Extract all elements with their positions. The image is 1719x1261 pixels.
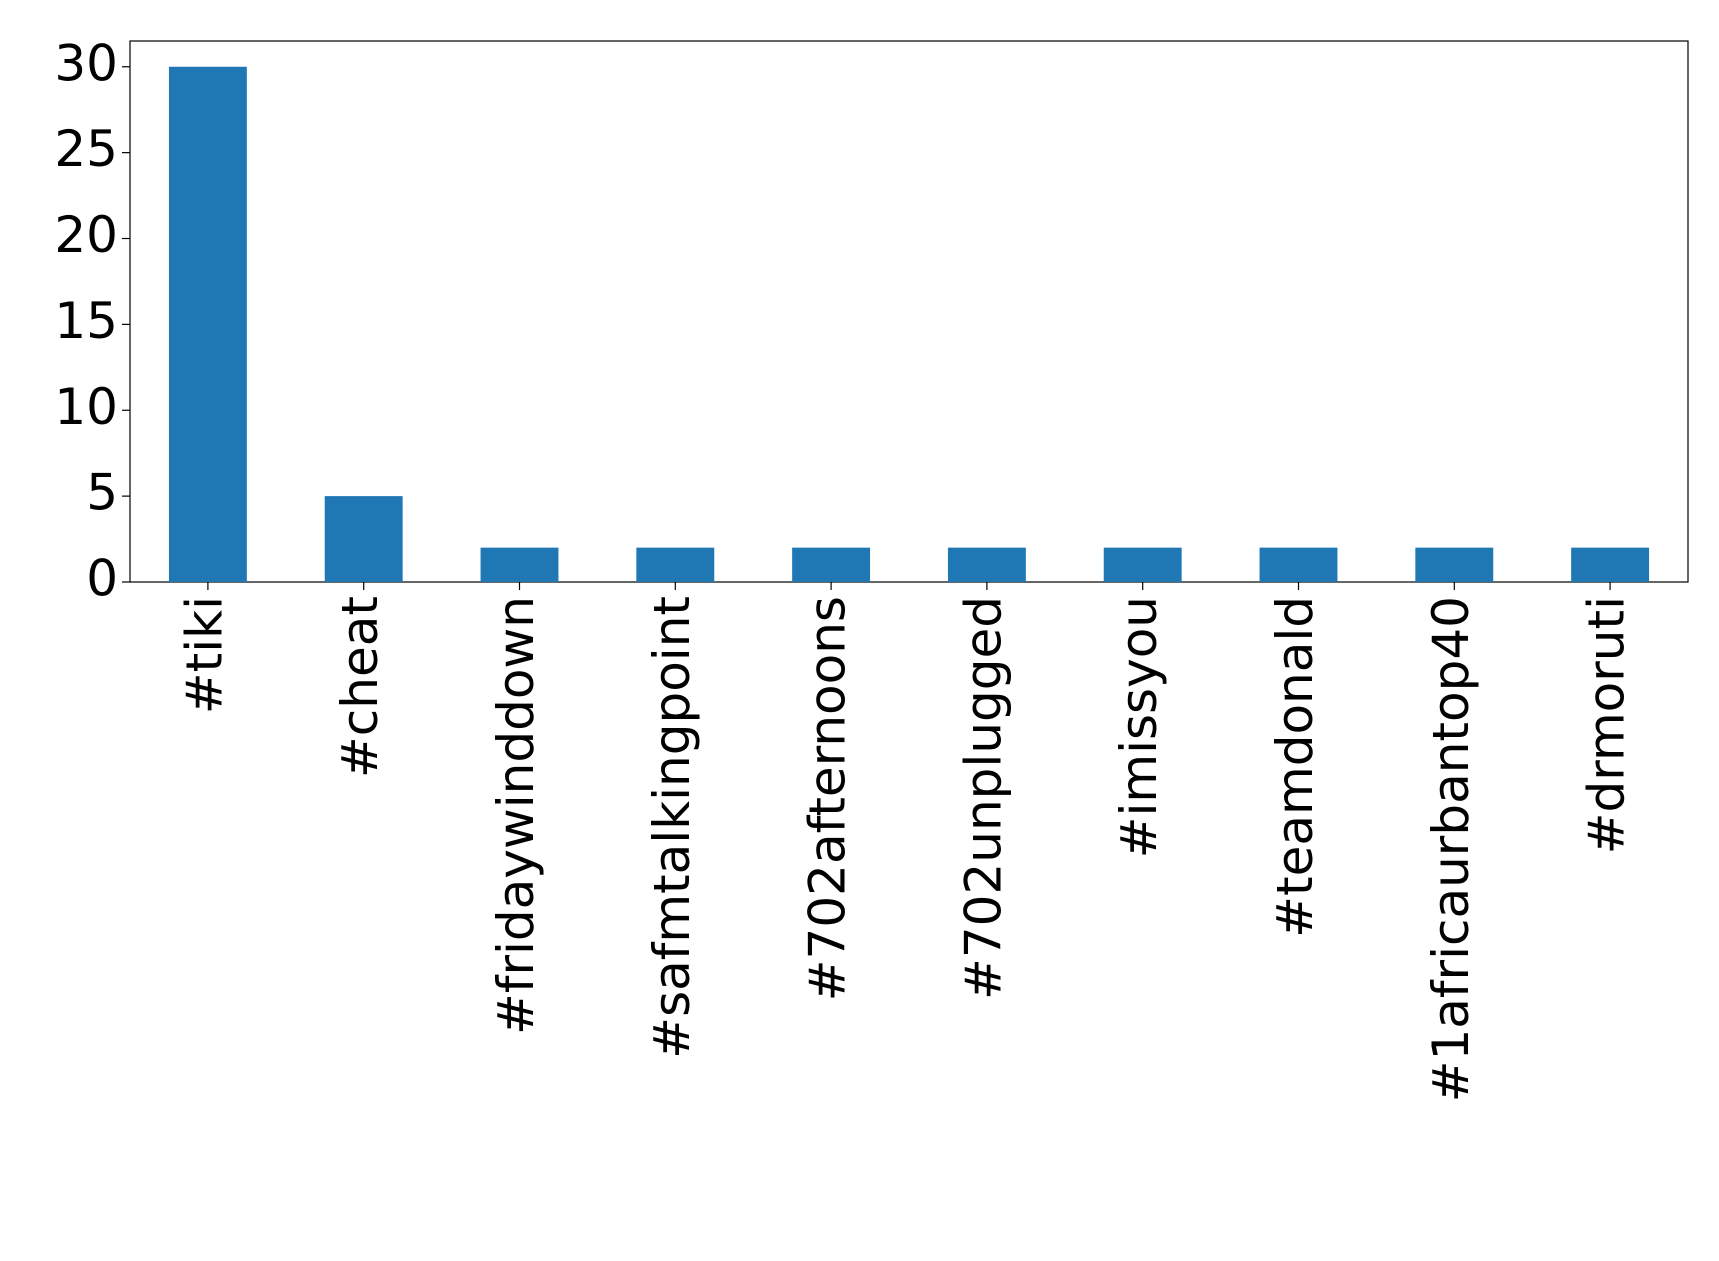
x-tick-label: #1africaurbantop40 (1422, 596, 1480, 1102)
bar (1415, 547, 1494, 582)
x-tick-label: #teamdonald (1266, 596, 1324, 938)
x-tick-label: #drmoruti (1578, 596, 1636, 854)
bar (1103, 547, 1182, 582)
x-tick-label: #tiki (175, 596, 233, 714)
y-tick-label: 0 (86, 550, 118, 608)
x-tick-label: #imissyou (1110, 596, 1168, 858)
x-tick-label: #cheat (331, 596, 389, 778)
bar (636, 547, 715, 582)
bar (1571, 547, 1650, 582)
x-tick-label: #safmtalkingpoint (643, 596, 701, 1059)
x-tick-label: #702afternoons (799, 596, 857, 1001)
bar (947, 547, 1026, 582)
y-tick-label: 15 (54, 292, 118, 350)
bar (168, 66, 247, 582)
bar (792, 547, 871, 582)
x-tick-label: #702unplugged (954, 596, 1012, 1000)
axes-frame (129, 40, 1689, 583)
y-tick-label: 30 (54, 34, 118, 92)
y-tick-label: 20 (54, 206, 118, 264)
y-tick-label: 25 (54, 120, 118, 178)
bar (324, 496, 403, 582)
x-tick-label: #fridaywinddown (487, 596, 545, 1035)
bar (1259, 547, 1338, 582)
bar (480, 547, 559, 582)
y-tick-label: 10 (54, 378, 118, 436)
y-tick-label: 5 (86, 464, 118, 522)
